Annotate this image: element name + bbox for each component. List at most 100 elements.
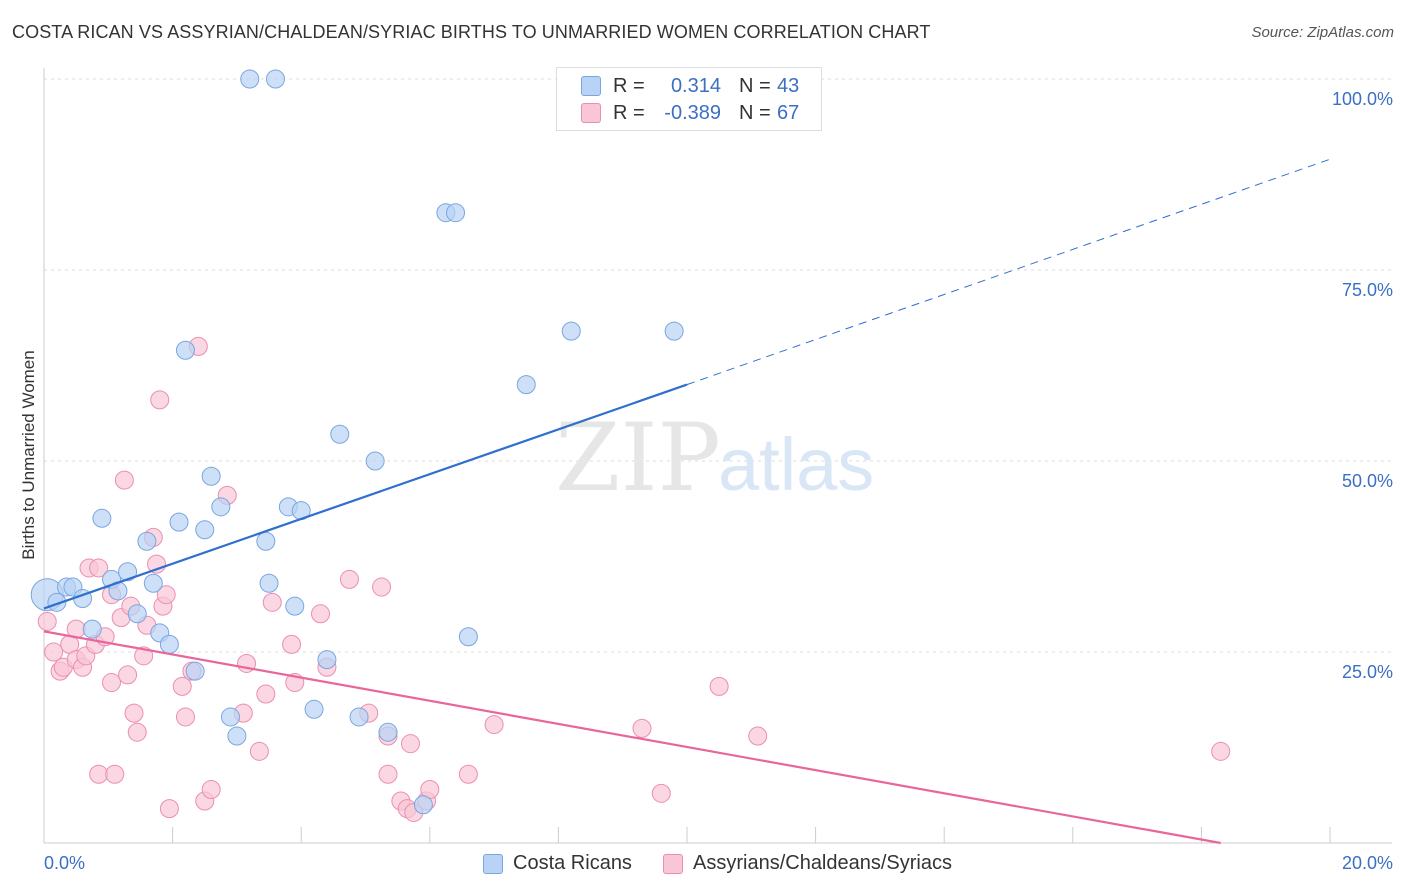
costa-rican-trendline xyxy=(43,383,688,610)
legend-swatch-blue xyxy=(581,76,601,96)
assyrian-point xyxy=(632,718,652,738)
costa-rican-point xyxy=(82,619,102,639)
costa-rican-point xyxy=(561,321,581,341)
series-legend: Costa Ricans Assyrians/Chaldeans/Syriacs xyxy=(0,852,1406,878)
legend-swatch-blue xyxy=(483,853,503,874)
costa-rican-point xyxy=(169,512,189,532)
assyrian-point xyxy=(44,642,64,662)
legend-swatch-pink xyxy=(663,853,683,874)
assyrian-point xyxy=(118,665,138,685)
costa-rican-point xyxy=(285,596,305,616)
assyrian-point xyxy=(127,722,147,742)
assyrian-point xyxy=(458,764,478,784)
watermark-zip: ZIP xyxy=(555,404,721,513)
legend-label: Costa Ricans xyxy=(513,852,632,874)
x-tick-label: 20.0% xyxy=(1342,853,1393,873)
assyrian-point xyxy=(37,611,57,631)
costa-rican-point xyxy=(159,634,179,654)
costa-rican-point xyxy=(446,203,466,223)
costa-rican-point xyxy=(365,451,385,471)
y-tick-label: 50.0% xyxy=(1342,471,1393,491)
assyrian-point xyxy=(89,764,109,784)
legend-r-label: R = xyxy=(613,74,645,97)
costa-rican-point xyxy=(458,627,478,647)
y-tick-label: 75.0% xyxy=(1342,280,1393,300)
assyrian-point xyxy=(201,780,221,800)
costa-rican-point xyxy=(92,508,112,528)
costa-rican-point xyxy=(195,520,215,540)
costa-rican-point xyxy=(127,604,147,624)
assyrian-point xyxy=(156,585,176,605)
costa-rican-point xyxy=(664,321,684,341)
assyrian-point xyxy=(89,558,109,578)
assyrian-point xyxy=(172,676,192,696)
chart-title: COSTA RICAN VS ASSYRIAN/CHALDEAN/SYRIAC … xyxy=(12,22,931,42)
assyrian-point xyxy=(372,577,392,597)
x-tick-label: 0.0% xyxy=(44,853,85,873)
legend-row-costa-ricans: R = 0.314 N = 43 xyxy=(581,74,799,98)
assyrian-point xyxy=(159,799,179,819)
assyrian-point xyxy=(401,734,421,754)
costa-rican-point xyxy=(211,497,231,517)
legend-swatch-pink xyxy=(581,103,601,123)
assyrian-point xyxy=(709,676,729,696)
legend-label: Assyrians/Chaldeans/Syriacs xyxy=(693,852,952,874)
legend-r-label: R = xyxy=(613,101,645,124)
assyrian-point xyxy=(256,684,276,704)
y-tick-label: 100.0% xyxy=(1332,89,1393,109)
correlation-legend: R = 0.314 N = 43 R = -0.389 N = 67 xyxy=(556,67,822,131)
legend-n-value: 43 xyxy=(777,74,800,97)
assyrian-point xyxy=(339,569,359,589)
costa-rican-point xyxy=(304,699,324,719)
assyrian-point xyxy=(748,726,768,746)
assyrian-point xyxy=(105,764,125,784)
costa-rican-point xyxy=(413,795,433,815)
watermark: ZIP atlas xyxy=(555,404,874,513)
costa-rican-point xyxy=(201,466,221,486)
legend-row-assyrians: R = -0.389 N = 67 xyxy=(581,101,799,125)
assyrian-point xyxy=(150,390,170,410)
legend-item-assyrians[interactable]: Assyrians/Chaldeans/Syriacs xyxy=(663,852,952,875)
assyrian-point xyxy=(262,592,282,612)
assyrian-point xyxy=(249,741,269,761)
legend-n-value: 67 xyxy=(777,101,800,124)
costa-rican-point xyxy=(265,69,285,89)
assyrian-point xyxy=(124,703,144,723)
assyrian-point xyxy=(484,715,504,735)
costa-rican-point xyxy=(256,531,276,551)
points-layer xyxy=(30,69,1231,822)
legend-n-label: N = xyxy=(739,101,771,124)
y-tick-label: 25.0% xyxy=(1342,662,1393,682)
costa-rican-point xyxy=(175,340,195,360)
costa-rican-point xyxy=(516,375,536,395)
assyrian-point xyxy=(102,673,122,693)
legend-r-value: -0.389 xyxy=(664,101,721,124)
assyrian-point xyxy=(1211,741,1231,761)
costa-rican-point xyxy=(137,531,157,551)
trend-layer xyxy=(43,158,1331,845)
assyrian-point xyxy=(310,604,330,624)
costa-rican-point xyxy=(47,592,67,612)
assyrian-point xyxy=(114,470,134,490)
legend-item-costa-ricans[interactable]: Costa Ricans xyxy=(483,852,632,875)
costa-rican-point xyxy=(227,726,247,746)
grid-layer xyxy=(44,78,1392,653)
costa-rican-point xyxy=(118,562,138,582)
assyrian-point xyxy=(378,764,398,784)
costa-rican-point xyxy=(349,707,369,727)
costa-rican-point xyxy=(240,69,260,89)
assyrian-point xyxy=(651,783,671,803)
assyrian-point xyxy=(175,707,195,727)
costa-rican-point xyxy=(185,661,205,681)
y-axis-label: Births to Unmarried Women xyxy=(19,350,38,559)
costa-rican-point xyxy=(317,650,337,670)
costa-rican-trendline-extension xyxy=(686,158,1331,386)
legend-n-label: N = xyxy=(739,74,771,97)
watermark-atlas: atlas xyxy=(718,423,874,506)
costa-rican-point xyxy=(220,707,240,727)
costa-rican-point xyxy=(259,573,279,593)
costa-rican-point xyxy=(330,424,350,444)
costa-rican-point xyxy=(378,722,398,742)
legend-r-value: 0.314 xyxy=(670,74,721,97)
